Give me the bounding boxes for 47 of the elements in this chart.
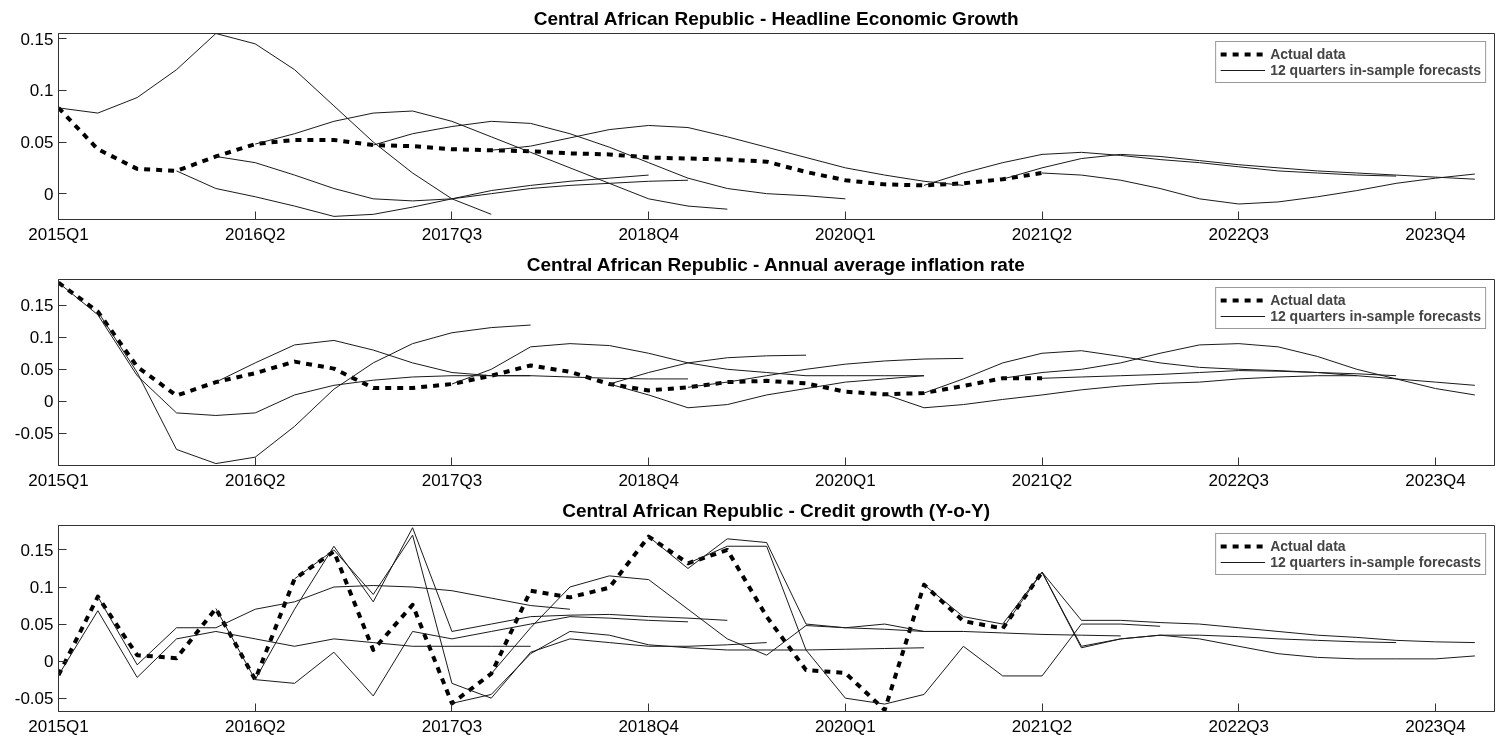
x-tick-label: 2021Q2: [1011, 224, 1073, 244]
y-tick-label: 0.05: [20, 360, 54, 380]
y-tick-label: 0.1: [29, 328, 54, 348]
x-tick-label: 2023Q4: [1405, 716, 1466, 736]
x-tick-label: 2018Q4: [618, 470, 679, 490]
y-tick-label: 0: [44, 652, 54, 672]
x-tick-label: 2021Q2: [1011, 470, 1073, 490]
x-tick-label: 2020Q1: [815, 716, 876, 736]
legend-label: 12 quarters in-sample forecasts: [1270, 62, 1481, 78]
y-tick-label: 0.1: [29, 81, 54, 101]
y-tick-label: -0.05: [14, 689, 54, 709]
chart-title: Central African Republic - Credit growth (Y-o-Y): [562, 499, 991, 521]
y-tick-label: 0.05: [20, 133, 54, 152]
x-tick-label: 2017Q3: [421, 716, 483, 736]
y-tick-label: 0: [44, 184, 54, 204]
x-tick-label: 2023Q4: [1405, 470, 1466, 490]
legend-label: 12 quarters in-sample forecasts: [1270, 554, 1481, 570]
y-tick-label: -0.05: [14, 424, 54, 444]
y-tick-label: 0.15: [20, 29, 54, 49]
x-tick-label: 2020Q1: [815, 470, 876, 490]
x-tick-label: 2015Q1: [28, 716, 89, 736]
y-tick-label: 0: [44, 392, 54, 412]
x-tick-label: 2022Q3: [1208, 470, 1270, 490]
x-tick-label: 2016Q2: [224, 224, 286, 244]
x-tick-label: 2016Q2: [224, 716, 286, 736]
chart-title: Central African Republic - Annual average inflation rate: [526, 253, 1025, 275]
legend-label: Actual data: [1270, 292, 1346, 308]
x-tick-label: 2022Q3: [1208, 716, 1270, 736]
x-tick-label: 2022Q3: [1208, 224, 1270, 244]
x-tick-label: 2021Q2: [1011, 716, 1073, 736]
x-tick-label: 2015Q1: [28, 224, 89, 244]
x-tick-label: 2018Q4: [618, 716, 679, 736]
y-tick-label: 0.15: [20, 540, 54, 560]
x-tick-label: 2017Q3: [421, 224, 483, 244]
x-tick-label: 2023Q4: [1405, 224, 1466, 244]
legend-label: 12 quarters in-sample forecasts: [1270, 308, 1481, 324]
x-tick-label: 2017Q3: [421, 470, 483, 490]
legend-label: Actual data: [1270, 538, 1346, 554]
y-tick-label: 0.15: [20, 296, 54, 316]
x-tick-label: 2016Q2: [224, 470, 286, 490]
chart-title: Central African Republic - Headline Economic Growth: [533, 7, 1019, 29]
y-tick-label: 0.1: [29, 578, 54, 598]
legend-label: Actual data: [1270, 46, 1346, 62]
x-tick-label: 2020Q1: [815, 224, 876, 244]
x-tick-label: 2018Q4: [618, 224, 679, 244]
y-tick-label: 0.05: [20, 615, 54, 635]
x-tick-label: 2015Q1: [28, 470, 89, 490]
